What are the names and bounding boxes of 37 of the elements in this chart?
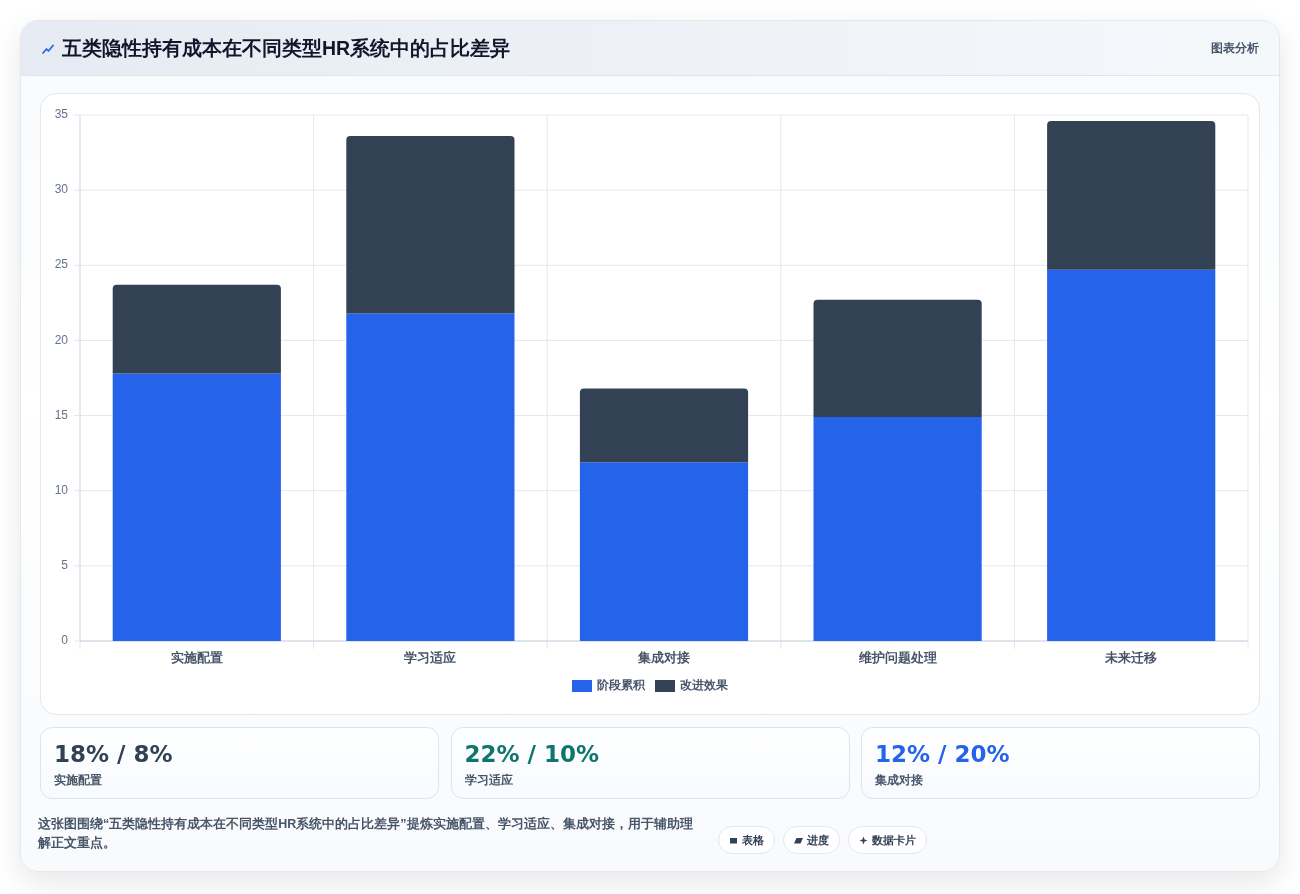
y-tick-label: 35 xyxy=(54,107,69,122)
text: 集成对接 xyxy=(875,772,923,788)
y-tick-label: 25 xyxy=(54,257,69,272)
x-tick-label: 维护问题处理 xyxy=(857,650,937,666)
bar xyxy=(346,136,515,314)
bar xyxy=(112,284,281,374)
text: 表格 xyxy=(742,832,764,848)
text: 实施配置 xyxy=(54,772,102,788)
text: 18% / 8% xyxy=(54,740,173,768)
x-tick-label: 集成对接 xyxy=(637,650,690,666)
y-tick-label: 10 xyxy=(54,482,69,497)
y-tick-label: 15 xyxy=(54,407,69,422)
bar xyxy=(346,313,515,641)
x-tick-label: 未来迁移 xyxy=(1104,650,1158,666)
y-tick-label: 0 xyxy=(61,633,69,648)
text: 图表分析 xyxy=(1210,40,1259,57)
bar xyxy=(1047,121,1216,270)
text: 数据卡片 xyxy=(872,832,916,848)
y-tick-label: 20 xyxy=(54,332,69,347)
legend-label: 改进效果 xyxy=(680,678,729,693)
text: 进度 xyxy=(807,832,829,848)
x-tick-label: 学习适应 xyxy=(404,650,457,666)
text: 学习适应 xyxy=(464,772,513,788)
y-tick-label: 5 xyxy=(61,558,69,573)
bar xyxy=(112,373,281,641)
bar xyxy=(1047,269,1216,641)
y-tick-label: 30 xyxy=(54,182,69,197)
text: 12% / 20% xyxy=(875,740,1010,768)
text: 22% / 10% xyxy=(464,740,600,768)
bar xyxy=(813,417,982,641)
bar xyxy=(813,299,982,418)
x-tick-label: 实施配置 xyxy=(170,650,223,666)
bar xyxy=(579,462,749,641)
bar xyxy=(579,388,749,463)
text: 这张图围绕“五类隐性持有成本在不同类型HR系统中的占比差异”提炼实施配置、学习适应、集成对接，用于辅助理解正文重点。 xyxy=(38,815,694,852)
chart-title: 五类隐性持有成本在不同类型HR系统中的占比差异 xyxy=(62,36,511,61)
legend-label: 阶段累积 xyxy=(597,678,646,693)
